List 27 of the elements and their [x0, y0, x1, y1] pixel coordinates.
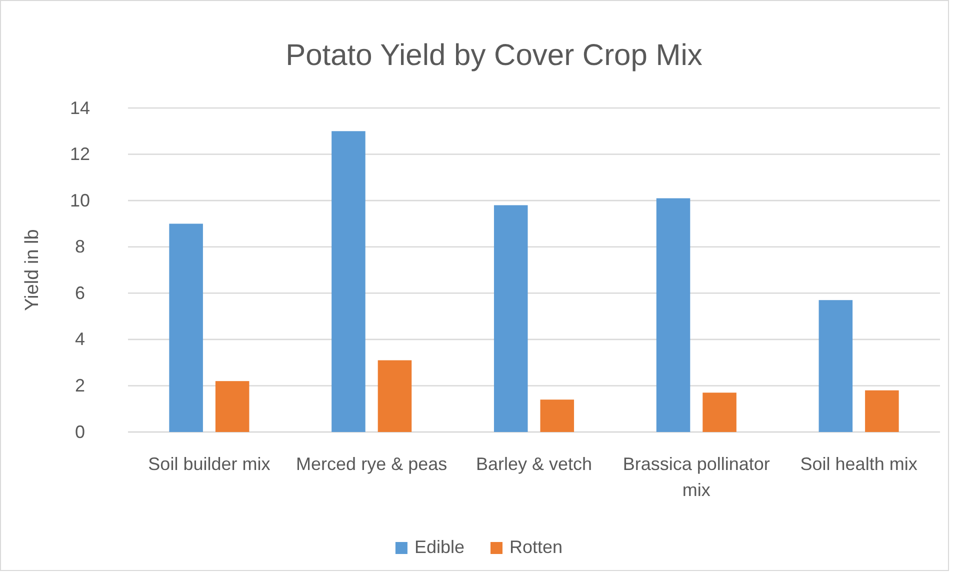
- y-tick-label: 0: [74, 422, 86, 442]
- y-tick-label: 4: [74, 329, 86, 350]
- bar: [215, 381, 250, 432]
- bar: [702, 392, 736, 432]
- x-tick-label: Merced rye & peas: [296, 454, 448, 474]
- bar: [494, 205, 528, 432]
- bar: [540, 400, 574, 432]
- legend-label: Rotten: [510, 537, 563, 557]
- bar: [656, 198, 690, 432]
- bar: [332, 131, 366, 432]
- y-axis-title: Yield in lb: [22, 229, 43, 311]
- y-tick-label: 6: [74, 282, 86, 303]
- y-tick-label: 8: [74, 236, 86, 257]
- x-tick-label: Brassica pollinator mix: [622, 454, 770, 500]
- bar: [818, 300, 853, 432]
- chart-title: Potato Yield by Cover Crop Mix: [286, 39, 702, 72]
- x-tick-label: Soil health mix: [800, 454, 918, 474]
- y-tick-label: 2: [74, 375, 86, 396]
- y-tick-label: 10: [70, 190, 90, 210]
- y-tick-label: 14: [70, 98, 90, 118]
- bar: [169, 224, 203, 432]
- x-tick-label: Barley & vetch: [476, 454, 592, 474]
- bar: [865, 390, 899, 432]
- bar: [378, 360, 412, 432]
- y-tick-label: 12: [70, 144, 90, 164]
- legend-label: Edible: [414, 537, 464, 557]
- x-tick-label: Soil builder mix: [148, 454, 270, 474]
